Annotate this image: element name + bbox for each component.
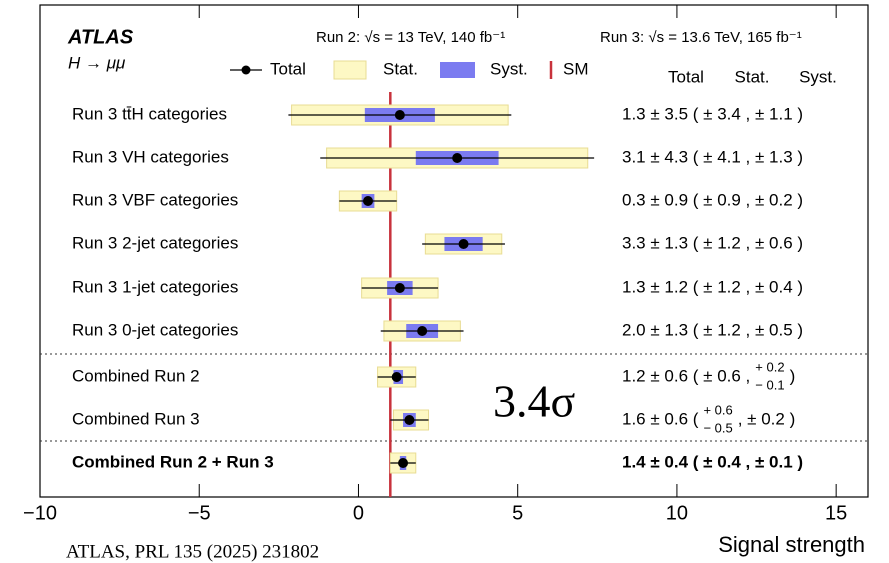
x-tick-label: −5 — [188, 502, 211, 524]
result-text: 2.0 ± 1.3 ( ± 1.2 , ± 0.5 ) — [622, 320, 803, 339]
legend-total-dot — [241, 65, 251, 75]
legend-stat-box — [333, 60, 367, 80]
legend-label: Total — [270, 59, 306, 78]
significance: 3.4σ — [493, 376, 576, 427]
point — [394, 283, 405, 293]
legend-label: Stat. — [383, 59, 418, 78]
result-text: , ± 0.2 ) — [738, 409, 796, 428]
result-text: 1.3 ± 1.2 ( ± 1.2 , ± 0.4 ) — [622, 277, 803, 296]
chart-title: ATLAS — [67, 26, 134, 48]
result-up: + 0.2 — [755, 359, 784, 374]
x-tick-label: 15 — [825, 502, 847, 524]
x-tick-label: 10 — [666, 502, 688, 524]
row-label: Combined Run 3 — [72, 409, 200, 428]
row-label: Run 3 1-jet categories — [72, 277, 238, 296]
source: ATLAS, PRL 135 (2025) 231802 — [66, 541, 319, 562]
result-text: 0.3 ± 0.9 ( ± 0.9 , ± 0.2 ) — [622, 190, 803, 209]
point — [398, 458, 409, 468]
result-text: ) — [790, 366, 796, 385]
result-text: 1.3 ± 3.5 ( ± 3.4 , ± 1.1 ) — [622, 104, 803, 123]
result-text: 1.6 ± 0.6 ( — [622, 409, 699, 428]
plot-frame — [39, 4, 869, 498]
x-tick-label: 0 — [353, 502, 364, 524]
run2-label: Run 2: √s = 13 TeV, 140 fb⁻¹ — [316, 29, 505, 46]
result-down: − 0.1 — [755, 377, 784, 392]
legend-label: Syst. — [490, 59, 528, 78]
result-text: 1.4 ± 0.4 ( ± 0.4 , ± 0.1 ) — [622, 452, 803, 471]
row-label: Run 3 VH categories — [72, 147, 229, 166]
result-down: − 0.5 — [703, 420, 732, 435]
point — [404, 415, 415, 425]
column-header: Syst. — [799, 67, 837, 86]
row-label: Run 3 0-jet categories — [72, 320, 238, 339]
row-label: Combined Run 2 — [72, 366, 200, 385]
row-label: Combined Run 2 + Run 3 — [72, 452, 274, 471]
result-text: 1.2 ± 0.6 ( ± 0.6 , — [622, 366, 750, 385]
point — [417, 326, 428, 336]
column-header: Total — [668, 67, 704, 86]
run3-label: Run 3: √s = 13.6 TeV, 165 fb⁻¹ — [600, 29, 802, 46]
point — [363, 196, 374, 206]
result-up: + 0.6 — [703, 402, 732, 417]
result-text: 3.3 ± 1.3 ( ± 1.2 , ± 0.6 ) — [622, 233, 803, 252]
column-header: Stat. — [735, 67, 770, 86]
point — [452, 153, 463, 163]
point — [391, 372, 402, 382]
result-text: 3.1 ± 4.3 ( ± 4.1 , ± 1.3 ) — [622, 147, 803, 166]
x-axis-label: Signal strength — [718, 532, 865, 557]
legend-label: SM — [563, 59, 589, 78]
point — [394, 110, 405, 120]
legend-syst-box — [440, 62, 475, 78]
x-tick-label: 5 — [512, 502, 523, 524]
subtitle: H → μμ — [68, 53, 126, 72]
x-tick-label: −10 — [23, 502, 57, 524]
row-label: Run 3 2-jet categories — [72, 233, 238, 252]
row-label: Run 3 VBF categories — [72, 190, 238, 209]
point — [458, 239, 469, 249]
row-label: Run 3 tt̄H categories — [72, 104, 227, 123]
